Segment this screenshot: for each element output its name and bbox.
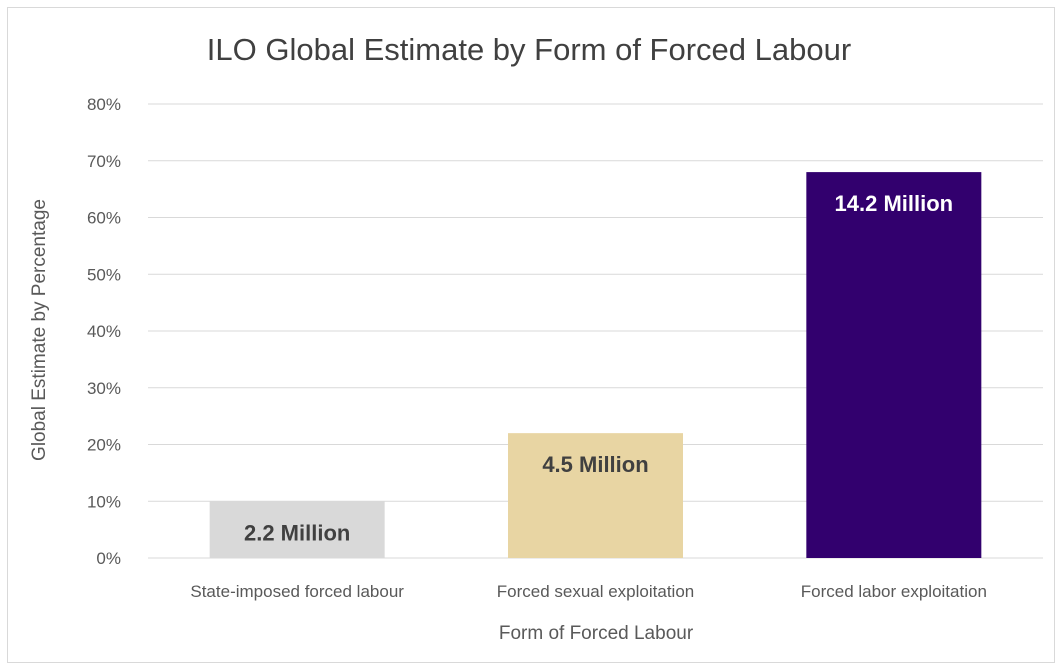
y-tick-label: 60% xyxy=(87,209,121,228)
data-label: 2.2 Million xyxy=(244,520,350,545)
data-label: 4.5 Million xyxy=(542,452,648,477)
y-tick-label: 50% xyxy=(87,265,121,284)
x-tick-label: State-imposed forced labour xyxy=(190,582,404,601)
data-label: 14.2 Million xyxy=(835,191,954,216)
y-tick-label: 70% xyxy=(87,152,121,171)
y-axis-title: Global Estimate by Percentage xyxy=(29,199,50,461)
y-tick-label: 20% xyxy=(87,436,121,455)
y-tick-label: 80% xyxy=(87,95,121,114)
x-axis-title: Form of Forced Labour xyxy=(499,623,694,644)
x-tick-label: Forced labor exploitation xyxy=(801,582,987,601)
y-tick-label: 30% xyxy=(87,379,121,398)
bar xyxy=(806,172,981,558)
y-tick-label: 0% xyxy=(96,549,121,568)
y-tick-label: 10% xyxy=(87,492,121,511)
x-axis-ticks: State-imposed forced labour Forced sexual… xyxy=(190,582,987,601)
bars xyxy=(210,172,982,558)
x-tick-label: Forced sexual exploitation xyxy=(497,582,695,601)
chart-title: ILO Global Estimate by Form of Forced La… xyxy=(207,32,851,67)
y-tick-label: 40% xyxy=(87,322,121,341)
y-axis-ticks: 0% 10% 20% 30% 40% 50% 60% 70% 80% xyxy=(87,95,121,568)
